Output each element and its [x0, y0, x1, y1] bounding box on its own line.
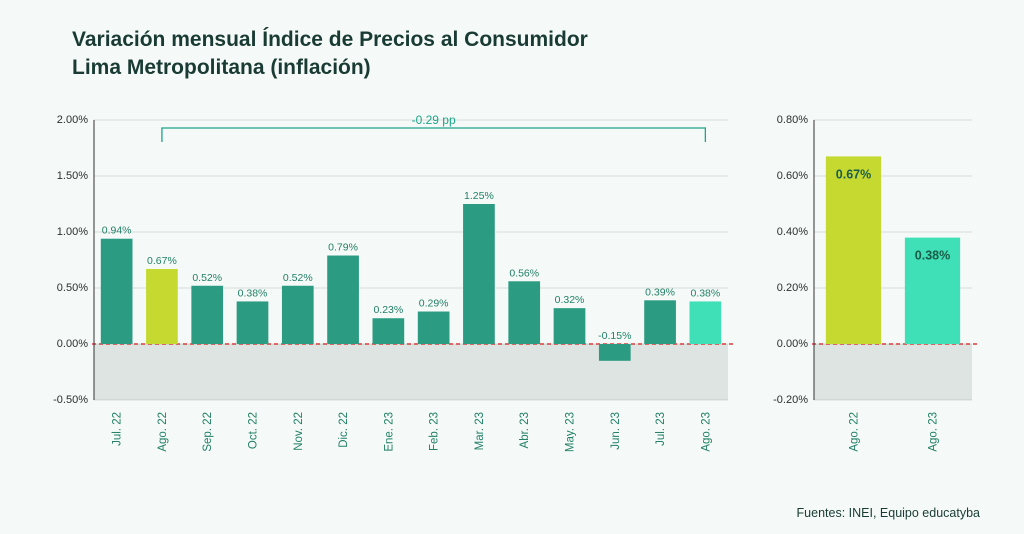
bar-value-label: 0.29%	[419, 298, 449, 310]
bar	[327, 256, 359, 344]
x-category-label: Ago. 23	[928, 412, 940, 452]
bar-value-label: 0.39%	[645, 286, 675, 298]
source-text: Fuentes: INEI, Equipo educatyba	[797, 506, 980, 520]
page-title: Variación mensual Índice de Precios al C…	[72, 26, 588, 83]
x-category-label: May. 23	[565, 412, 577, 452]
y-tick-label: 0.40%	[777, 226, 808, 238]
bar	[418, 312, 450, 344]
title-line-2: Lima Metropolitana (inflación)	[72, 56, 371, 79]
bar	[554, 308, 586, 344]
y-tick-label: 0.50%	[57, 282, 88, 294]
x-category-label: Sep. 22	[202, 412, 214, 452]
y-tick-label: 2.00%	[57, 114, 88, 126]
x-category-label: Feb. 23	[429, 412, 441, 451]
x-category-label: Abr. 23	[519, 412, 531, 448]
x-category-label: Ago. 22	[849, 412, 861, 452]
bar	[282, 286, 314, 344]
bar-value-label: 0.67%	[836, 167, 871, 181]
bar-value-label: 0.79%	[328, 242, 358, 254]
x-category-label: Oct. 22	[248, 412, 260, 449]
bar	[826, 156, 881, 344]
y-tick-label: 0.00%	[777, 338, 808, 350]
bar	[508, 281, 540, 344]
bar-value-label: 0.52%	[192, 272, 222, 284]
bar-value-label: 0.38%	[238, 287, 268, 299]
bar	[373, 318, 405, 344]
x-category-label: Jul. 22	[112, 412, 124, 446]
negative-region	[814, 344, 972, 400]
bar	[101, 239, 133, 344]
y-tick-label: -0.50%	[53, 394, 88, 406]
x-category-label: Ago. 23	[700, 412, 712, 452]
bar-value-label: 1.25%	[464, 190, 494, 202]
y-tick-label: -0.20%	[773, 394, 808, 406]
bar-value-label: 0.94%	[102, 225, 132, 237]
y-tick-label: 1.00%	[57, 226, 88, 238]
negative-region	[94, 344, 728, 400]
title-line-1: Variación mensual Índice de Precios al C…	[72, 28, 588, 51]
main-chart: -0.50% 0.00% 0.50% 1.00% 1.50% 2.00% 0.94% Jul.…	[46, 110, 736, 470]
chart-container: Variación mensual Índice de Precios al C…	[0, 0, 1024, 534]
x-category-label: Mar. 23	[474, 412, 486, 450]
x-category-label: Jun. 23	[610, 412, 622, 450]
y-tick-label: 0.60%	[777, 170, 808, 182]
y-tick-label: 0.00%	[57, 338, 88, 350]
y-tick-label: 0.80%	[777, 114, 808, 126]
x-category-label: Nov. 22	[293, 412, 305, 451]
x-category-label: Dic. 22	[338, 412, 350, 448]
bar	[146, 269, 178, 344]
bar	[690, 301, 722, 344]
bracket-annotation	[162, 128, 705, 142]
bar-value-label: 0.32%	[555, 294, 585, 306]
bar	[599, 344, 631, 361]
y-tick-label: 1.50%	[57, 170, 88, 182]
bar	[644, 300, 676, 344]
bar	[463, 204, 495, 344]
bar-value-label: 0.56%	[509, 267, 539, 279]
x-category-label: Ene. 23	[383, 412, 395, 452]
bar-value-label: 0.67%	[147, 255, 177, 267]
bar	[237, 301, 269, 344]
bar	[191, 286, 223, 344]
x-category-label: Jul. 23	[655, 412, 667, 446]
bar-value-label: -0.15%	[598, 330, 631, 342]
y-tick-label: 0.20%	[777, 282, 808, 294]
bracket-label: -0.29 pp	[412, 113, 456, 127]
bar-value-label: 0.23%	[373, 304, 403, 316]
x-category-label: Ago. 22	[157, 412, 169, 452]
bar-value-label: 0.38%	[915, 249, 950, 263]
bar-value-label: 0.38%	[690, 287, 720, 299]
bar-value-label: 0.52%	[283, 272, 313, 284]
side-chart: -0.20% 0.00% 0.20% 0.40% 0.60% 0.80% 0.67% Ago.…	[770, 110, 980, 470]
